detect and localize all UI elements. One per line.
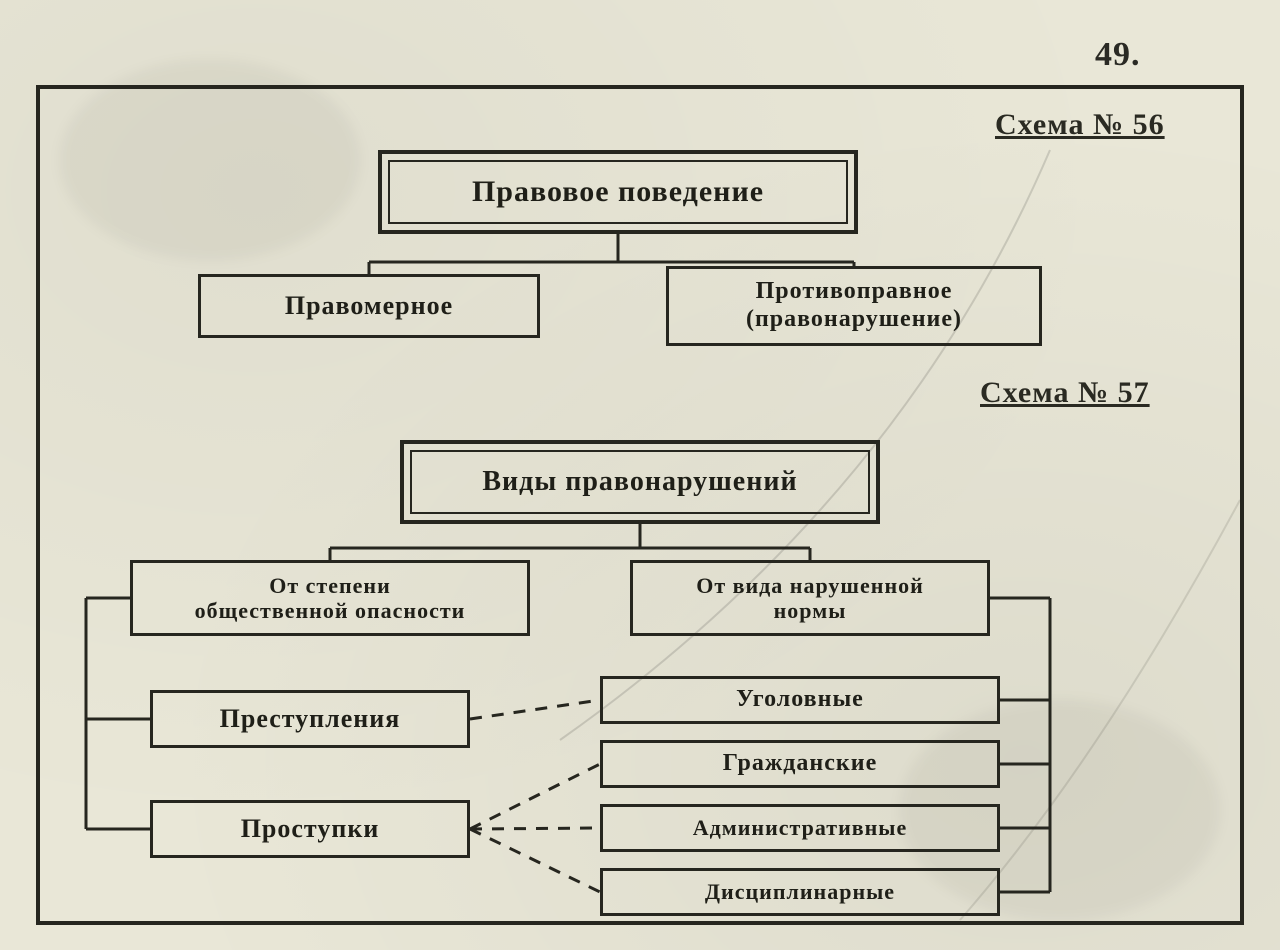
schema56-child-0-text: Правомерное xyxy=(285,291,453,321)
schema57-left-item-0-text: Преступления xyxy=(220,704,401,734)
schema56-root-text: Правовое поведение xyxy=(472,175,764,210)
schema57-root-text: Виды правонарушений xyxy=(482,466,797,498)
schema57-right-item-0: Уголовные xyxy=(600,676,1000,724)
schema56-child-1-text: Противоправное(правонарушение) xyxy=(746,278,962,333)
schema57-left-item-1: Проступки xyxy=(150,800,470,858)
schema57-left-item-1-text: Проступки xyxy=(241,814,380,844)
schema-56-label: Схема № 56 xyxy=(995,108,1165,142)
schema57-left-title: От степениобщественной опасности xyxy=(130,560,530,636)
schema57-right-title: От вида нарушеннойнормы xyxy=(630,560,990,636)
schema-57-label: Схема № 57 xyxy=(980,376,1150,410)
schema56-child-0: Правомерное xyxy=(198,274,540,338)
schema57-right-title-text: От вида нарушеннойнормы xyxy=(696,573,924,624)
schema56-child-1: Противоправное(правонарушение) xyxy=(666,266,1042,346)
schema56-root: Правовое поведение xyxy=(378,150,858,234)
schema57-right-item-2: Административные xyxy=(600,804,1000,852)
schema57-right-item-0-text: Уголовные xyxy=(736,686,864,714)
schema57-right-item-2-text: Административные xyxy=(693,815,908,840)
schema57-right-item-1: Гражданские xyxy=(600,740,1000,788)
schema57-right-item-3: Дисциплинарные xyxy=(600,868,1000,916)
schema57-right-item-1-text: Гражданские xyxy=(723,750,877,778)
schema57-right-item-3-text: Дисциплинарные xyxy=(705,879,895,904)
page-number: 49. xyxy=(1095,36,1141,74)
schema57-root: Виды правонарушений xyxy=(400,440,880,524)
schema57-left-item-0: Преступления xyxy=(150,690,470,748)
schema57-left-title-text: От степениобщественной опасности xyxy=(195,573,466,624)
